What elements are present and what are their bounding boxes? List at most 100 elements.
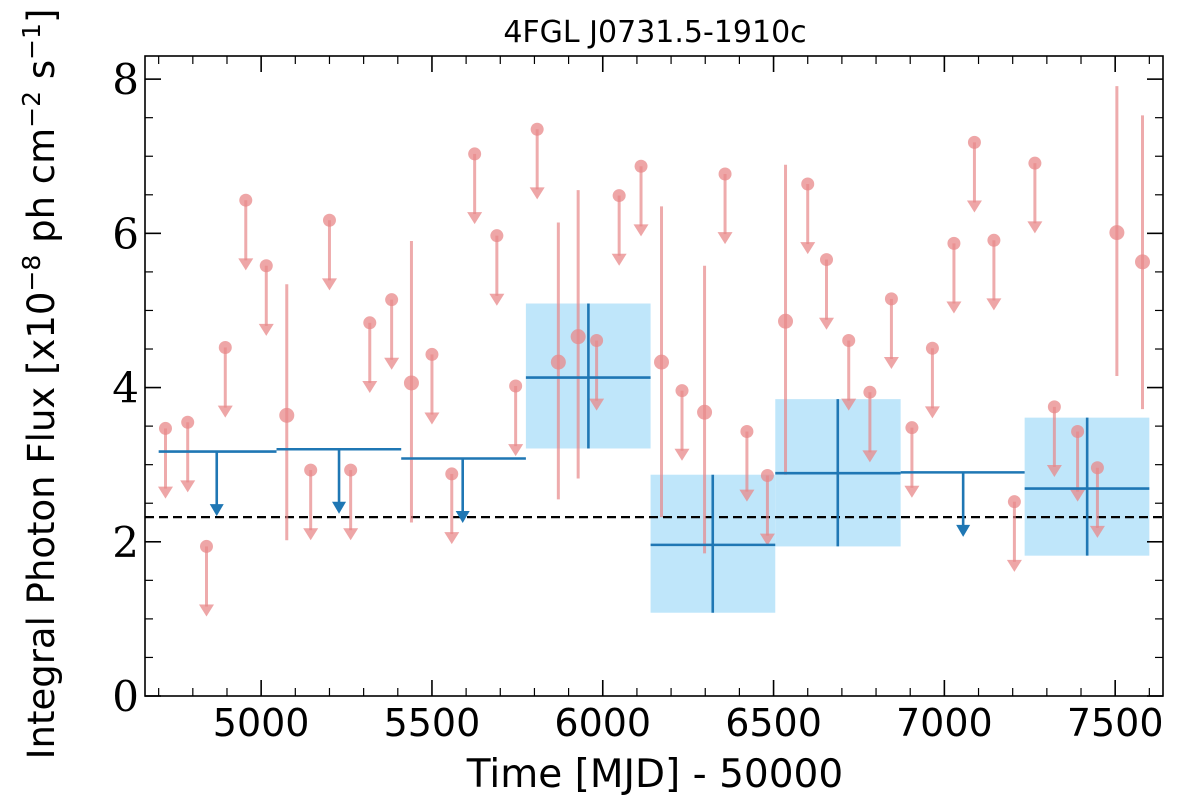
short-bin-limit-point	[925, 341, 939, 355]
short-bin-limit-arrow	[986, 298, 1002, 311]
short-bin-limit-arrow	[1046, 464, 1062, 477]
short-bin-limit-point	[760, 468, 774, 482]
short-bin-limit-point	[801, 177, 815, 191]
y-tick-label: 8	[112, 55, 139, 104]
short-bin-limit-arrow	[946, 301, 962, 314]
short-bin-limit-point	[344, 463, 358, 477]
short-bin-limit-point	[1090, 461, 1104, 475]
y-axis-label-exp2: −2	[17, 91, 46, 128]
short-bin-limit-point	[675, 384, 689, 398]
short-bin-limit-arrow	[633, 224, 649, 237]
short-bin-limit-point	[718, 167, 732, 181]
long-bin-limit-arrow	[332, 501, 347, 514]
y-axis-label-mid: ph cm	[20, 128, 63, 255]
y-tick-label: 4	[112, 364, 139, 413]
x-tick-label: 5500	[384, 701, 481, 745]
long-bin-limit-arrow	[209, 504, 224, 517]
short-bin-limit-point	[590, 334, 604, 348]
short-bin-point	[697, 404, 713, 420]
short-bin-limit-arrow	[303, 528, 319, 541]
short-bin-limit-arrow	[217, 405, 233, 418]
short-bin-limit-point	[947, 236, 961, 250]
short-bin-limit-arrow	[611, 253, 627, 266]
short-bin-limit-point	[239, 193, 253, 207]
short-bin-limit-point	[490, 229, 504, 243]
short-bin-limit-point	[612, 189, 626, 203]
short-bin-limit-point	[425, 347, 439, 361]
short-bin-limit-arrow	[384, 357, 400, 370]
short-bin-limit-arrow	[238, 258, 254, 271]
short-bin-limit-point	[304, 463, 318, 477]
short-bin-limit-arrow	[529, 187, 545, 200]
short-bin-limit-point	[1071, 425, 1085, 439]
short-bin-limit-arrow	[444, 532, 460, 545]
short-bin-limit-arrow	[883, 357, 899, 370]
short-bin-limit-point	[1047, 400, 1061, 414]
short-bin-limit-point	[905, 421, 919, 435]
chart-title: 4FGL J0731.5-1910c	[503, 15, 806, 50]
short-bin-limit-point	[468, 147, 482, 161]
short-bin-limit-point	[884, 292, 898, 306]
y-axis-label-mid2: s	[20, 60, 63, 91]
short-bin-limit-point	[259, 259, 273, 273]
short-bin-point	[279, 407, 295, 423]
short-bin-limit-arrow	[157, 486, 173, 499]
short-bin-limit-point	[987, 233, 1001, 247]
x-tick-label: 7500	[1067, 701, 1164, 745]
short-bin-limit-arrow	[739, 489, 755, 502]
short-bin-point	[550, 354, 566, 370]
short-bin-limit-arrow	[424, 412, 440, 425]
long-bin-limit-arrow	[956, 524, 971, 537]
short-bin-limit-point	[1028, 156, 1042, 170]
short-bin-limit-point	[820, 253, 834, 267]
short-bin-limit-point	[842, 334, 856, 348]
short-bin-limit-point	[218, 340, 232, 354]
short-bin-limit-point	[363, 316, 377, 330]
short-bin-limit-point	[445, 467, 459, 481]
short-bin-limit-point	[181, 415, 195, 429]
short-bin-limit-arrow	[258, 323, 274, 336]
short-bin-limit-point	[740, 425, 754, 439]
x-tick-label: 6500	[725, 701, 822, 745]
short-bin-limit-point	[158, 421, 172, 435]
y-tick-label: 0	[112, 672, 139, 721]
x-tick-label: 6000	[554, 701, 651, 745]
short-bin-limit-arrow	[800, 242, 816, 255]
y-axis-label-main: Integral Photon Flux [x10	[20, 292, 63, 760]
short-bin-limit-arrow	[508, 444, 524, 457]
y-tick-label: 6	[112, 209, 139, 258]
short-bin-limit-arrow	[759, 533, 775, 546]
short-bin-limit-arrow	[198, 604, 214, 617]
short-bin-limit-arrow	[819, 317, 835, 330]
short-bin-limit-point	[1007, 495, 1021, 509]
short-bin-limit-arrow	[589, 398, 605, 411]
short-bin-limit-arrow	[1027, 221, 1043, 234]
x-axis-ticks: 5000 5500 6000 6500 7000 7500	[158, 56, 1164, 745]
short-bin-limit-arrow	[362, 380, 378, 393]
y-axis-label-exp1: −8	[17, 255, 46, 292]
y-tick-label: 2	[112, 518, 139, 567]
short-bin-limit-point	[967, 135, 981, 149]
short-bin-limit-arrow	[862, 450, 878, 463]
short-bin-limit-arrow	[1089, 525, 1105, 538]
short-bin-limit-point	[199, 539, 213, 553]
x-tick-label: 7000	[896, 701, 993, 745]
short-bin-limit-arrow	[1006, 559, 1022, 572]
short-bin-point	[1135, 254, 1151, 270]
short-bin-limit-point	[385, 293, 399, 307]
short-bin-limit-arrow	[180, 480, 196, 493]
short-bin-limit-point	[509, 379, 523, 393]
short-bin-limit-arrow	[1070, 489, 1086, 502]
long-bin-series	[158, 303, 1150, 613]
x-tick-label: 5000	[213, 701, 310, 745]
short-bin-limit-arrow	[467, 212, 483, 225]
short-bin-point	[403, 375, 419, 391]
short-bin-limit-point	[322, 213, 336, 227]
short-bin-limit-arrow	[904, 485, 920, 498]
long-bin-limit-arrow	[455, 511, 470, 524]
y-axis-ticks: 0 2 4 6 8	[112, 55, 1163, 721]
short-bin-limit-point	[530, 122, 544, 136]
short-bin-limit-arrow	[966, 200, 982, 213]
short-bin-limit-arrow	[924, 406, 940, 419]
short-bin-limit-arrow	[674, 448, 690, 461]
